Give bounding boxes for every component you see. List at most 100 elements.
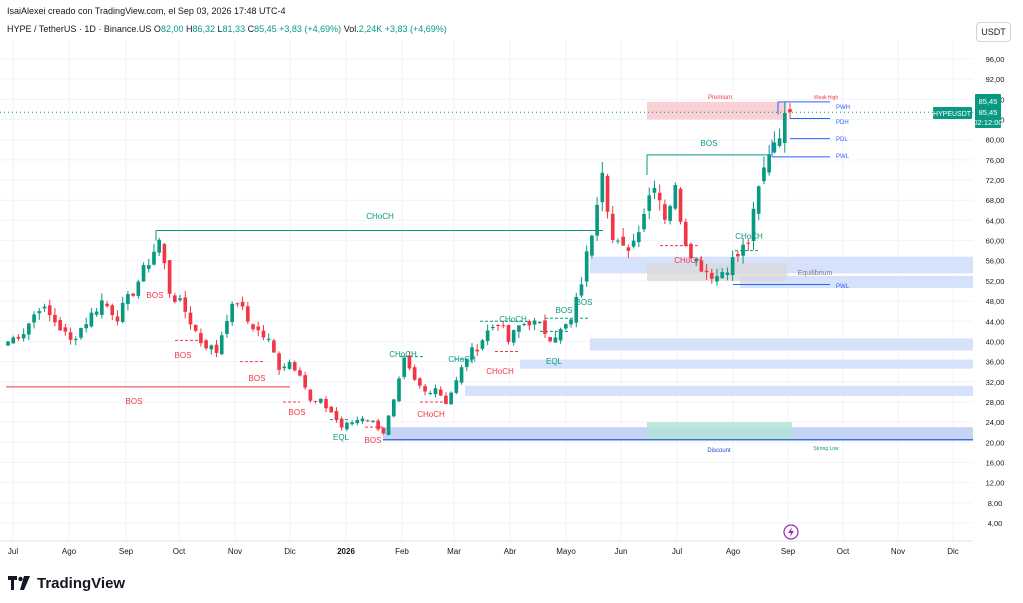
time-tick: Dic xyxy=(284,547,296,556)
candle-body xyxy=(105,303,109,307)
candle-body xyxy=(32,314,36,323)
candle-body xyxy=(199,333,203,344)
candle-body xyxy=(715,276,719,282)
candle-body xyxy=(579,284,584,296)
time-tick: Feb xyxy=(395,547,409,556)
bos-label: BOS xyxy=(126,397,143,406)
candle-body xyxy=(334,411,339,420)
candle-body xyxy=(89,312,94,327)
candle-body xyxy=(626,247,631,251)
time-tick: Jun xyxy=(615,547,628,556)
candle-body xyxy=(480,340,485,349)
candle-body xyxy=(94,311,99,315)
choch-label: CHoCH xyxy=(674,256,702,265)
candle-body xyxy=(214,344,219,353)
price-tick: 40,00 xyxy=(986,337,1005,346)
candle-body xyxy=(782,113,787,143)
price-tick: 32,00 xyxy=(986,378,1005,387)
candle-body xyxy=(100,300,104,315)
price-tick: 68,00 xyxy=(986,196,1005,205)
candle-body xyxy=(569,319,573,325)
candle-body xyxy=(324,399,328,409)
open-label: O xyxy=(153,24,161,34)
candle-body xyxy=(6,341,10,346)
tradingview-logo-icon xyxy=(8,576,30,590)
candle-body xyxy=(58,320,62,331)
candle-body xyxy=(21,334,26,339)
candle-body xyxy=(464,358,469,367)
candle-body xyxy=(678,188,683,222)
candle-body xyxy=(751,208,756,241)
candle-body xyxy=(162,244,167,264)
candle-body xyxy=(788,109,792,113)
candle-body xyxy=(532,320,537,325)
currency-button[interactable]: USDT xyxy=(976,22,1011,42)
choch-label: CHoCH xyxy=(499,315,527,324)
candle-body xyxy=(558,329,563,341)
candle-body xyxy=(595,204,599,236)
candle-body xyxy=(167,260,172,294)
candle-body xyxy=(777,138,782,146)
volume-value: 2,24K xyxy=(358,24,383,34)
time-tick: Nov xyxy=(228,547,242,556)
eql-label: EQL xyxy=(333,433,350,442)
candle-body xyxy=(79,328,83,338)
candle-body xyxy=(292,362,297,371)
candle-body xyxy=(704,270,709,273)
eql-label: EQL xyxy=(546,357,563,366)
tradingview-logo[interactable]: TradingView xyxy=(8,574,125,592)
zone-blue xyxy=(740,275,973,288)
pwl-label: PWL xyxy=(836,154,850,160)
close-value: 85,45 xyxy=(254,24,277,34)
candle-body xyxy=(131,293,135,296)
candle-body xyxy=(313,400,318,402)
candle-body xyxy=(423,386,427,392)
change-value: +3,83 (+4,69%) xyxy=(279,24,342,34)
choch-label: CHoCH xyxy=(486,367,514,376)
time-tick: Oct xyxy=(837,547,850,556)
candle-body xyxy=(219,335,224,355)
choch-label: CHoCH xyxy=(417,410,445,419)
bos-label: BOS xyxy=(147,291,164,300)
choch-label: CHoCH xyxy=(366,212,394,221)
price-tick: 76,00 xyxy=(986,156,1005,165)
brand-name: TradingView xyxy=(37,574,126,592)
candle-body xyxy=(418,378,422,386)
candle-body xyxy=(454,380,459,393)
candle-body xyxy=(157,239,162,253)
choch-label: CHoCH xyxy=(735,232,763,241)
candle-body xyxy=(527,321,532,326)
candle-body xyxy=(433,388,438,395)
candle-body xyxy=(616,240,620,242)
candle-body xyxy=(141,265,146,282)
candle-body xyxy=(193,324,198,331)
weak-high-label: Weak High xyxy=(814,95,839,101)
price-tick: 52,00 xyxy=(986,277,1005,286)
close-label: C xyxy=(247,24,255,34)
time-tick: 2026 xyxy=(337,547,355,556)
volume-change: +3,83 (+4,69%) xyxy=(384,24,447,34)
zone-blue xyxy=(465,385,973,396)
price-tick: 60,00 xyxy=(986,237,1005,246)
low-label: L xyxy=(217,24,223,34)
candle-body xyxy=(303,375,307,388)
candle-body xyxy=(449,392,453,405)
price-tick: 20,00 xyxy=(986,438,1005,447)
candle-body xyxy=(68,332,73,340)
candle-body xyxy=(376,420,380,430)
zone-blue xyxy=(590,338,973,351)
time-tick: Ago xyxy=(62,547,77,556)
last-price-label: 85,45 xyxy=(979,108,998,117)
candle-body xyxy=(298,370,302,376)
candle-body xyxy=(517,325,521,332)
last-price-box xyxy=(975,94,1001,128)
price-tick: 48,00 xyxy=(986,297,1005,306)
candle-body xyxy=(42,306,47,309)
open-value: 82,00 xyxy=(160,24,184,34)
candle-body xyxy=(37,311,42,314)
candle-body xyxy=(277,353,281,370)
candle-body xyxy=(318,398,323,403)
time-tick: Ago xyxy=(726,547,741,556)
candle-body xyxy=(475,349,480,352)
